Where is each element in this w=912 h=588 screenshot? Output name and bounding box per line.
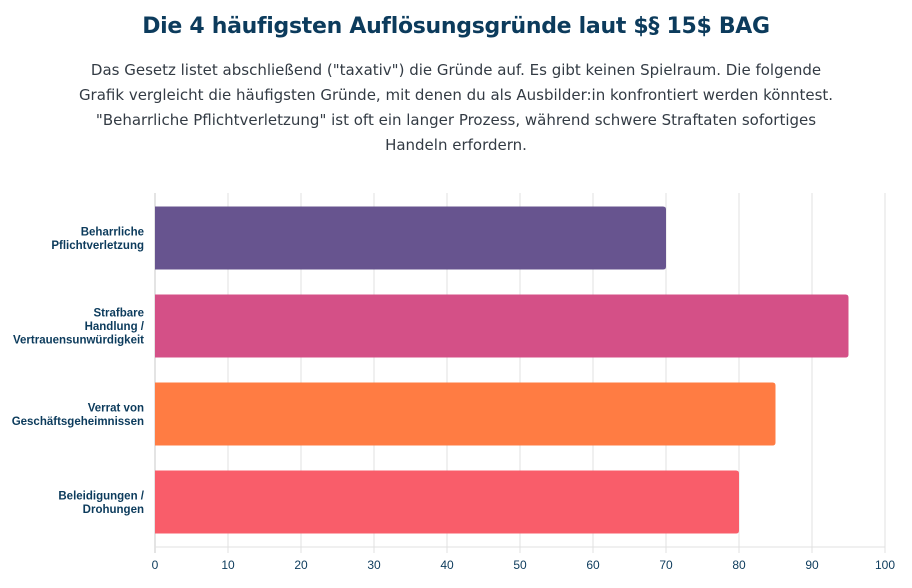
category-label-line: Strafbare [94, 308, 145, 320]
x-tick-label: 100 [875, 558, 895, 572]
category-label-line: Geschäftsgeheimnissen [12, 416, 144, 428]
category-label: Strafbare Handlung / Vertrauensunwürdigkei… [13, 308, 145, 347]
x-axis-ticks: 0 10 20 30 40 50 60 70 80 90 100 [152, 558, 896, 572]
category-labels: Beharrliche Pflichtverletzung Strafbare Han… [12, 226, 145, 516]
x-tick-label: 30 [367, 558, 381, 572]
x-tick-label: 80 [732, 558, 746, 572]
category-label-line: Pflichtverletzung [51, 240, 144, 252]
x-tick-label: 70 [659, 558, 673, 572]
category-label-line: Beharrliche [81, 226, 144, 238]
category-label: Beleidigungen / Drohungen [58, 490, 144, 516]
chart-title: Die 4 häufigsten Auflösungsgründe laut $… [142, 14, 770, 39]
x-tick-label: 90 [805, 558, 819, 572]
category-label-line: Verrat von [88, 402, 144, 414]
x-tick-label: 10 [221, 558, 235, 572]
bar [155, 294, 849, 358]
x-tick-label: 40 [440, 558, 454, 572]
x-tick-label: 20 [294, 558, 308, 572]
category-label-line: Vertrauensunwürdigkeit [13, 335, 144, 347]
bar [155, 470, 739, 534]
category-label-line: Beleidigungen / [58, 490, 144, 502]
bar [155, 382, 776, 446]
x-tick-label: 0 [152, 558, 159, 572]
chart-description: Das Gesetz listet abschließend ("taxativ… [78, 61, 834, 154]
x-tick-label: 50 [513, 558, 527, 572]
bars [155, 206, 849, 534]
bar [155, 206, 666, 270]
category-label: Beharrliche Pflichtverletzung [51, 226, 144, 252]
category-label: Verrat von Geschäftsgeheimnissen [12, 402, 144, 428]
category-label-line: Handlung / [85, 321, 145, 333]
x-tick-label: 60 [586, 558, 600, 572]
category-label-line: Drohungen [83, 504, 144, 516]
